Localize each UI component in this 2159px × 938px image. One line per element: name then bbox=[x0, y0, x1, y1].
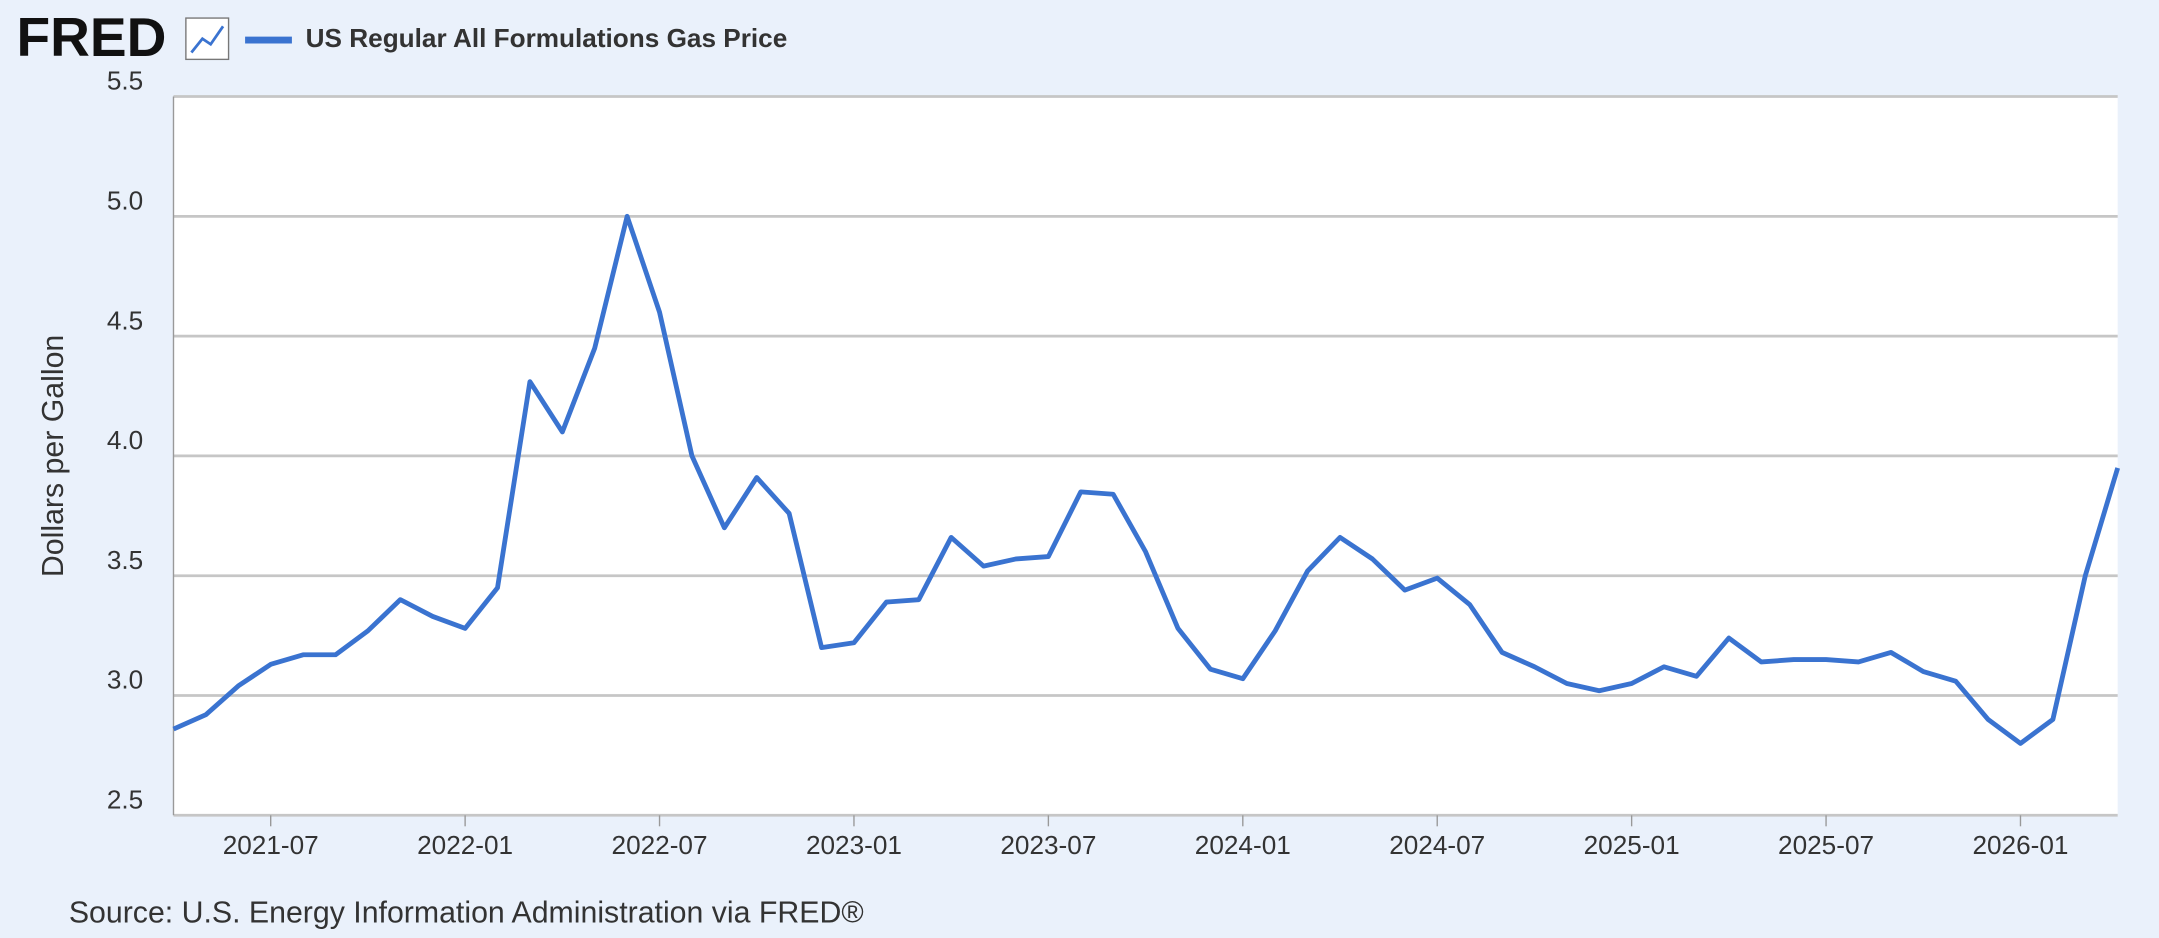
legend-label: US Regular All Formulations Gas Price bbox=[306, 23, 788, 53]
y-tick-label: 3.0 bbox=[107, 665, 143, 695]
chart-icon[interactable] bbox=[185, 17, 230, 61]
y-tick-label: 2.5 bbox=[107, 784, 143, 814]
x-tick-label: 2022-07 bbox=[612, 830, 708, 860]
y-tick-label: 5.0 bbox=[107, 185, 143, 215]
data-line bbox=[172, 213, 2121, 746]
x-tick-label: 2025-01 bbox=[1584, 830, 1680, 860]
y-tick-label: 4.5 bbox=[107, 305, 143, 335]
x-tick-label: 2023-07 bbox=[1000, 830, 1096, 860]
x-tick-label: 2025-07 bbox=[1778, 830, 1874, 860]
y-tick-label: 3.5 bbox=[107, 545, 143, 575]
y-tick-label: 4.0 bbox=[107, 425, 143, 455]
icon-line bbox=[190, 25, 225, 54]
logo[interactable]: FRED bbox=[17, 6, 167, 68]
x-tick-label: 2022-01 bbox=[417, 830, 513, 860]
x-tick-label: 2026-01 bbox=[1972, 830, 2068, 860]
x-tick-label: 2024-01 bbox=[1195, 830, 1291, 860]
x-tick-label: 2021-07 bbox=[223, 830, 319, 860]
x-tick-label: 2023-01 bbox=[806, 830, 902, 860]
source-note: Source: U.S. Energy Information Administ… bbox=[69, 896, 864, 929]
x-tick-label: 2024-07 bbox=[1389, 830, 1485, 860]
y-tick-label: 5.5 bbox=[107, 66, 143, 96]
y-axis-title: Dollars per Gallon bbox=[37, 335, 70, 577]
